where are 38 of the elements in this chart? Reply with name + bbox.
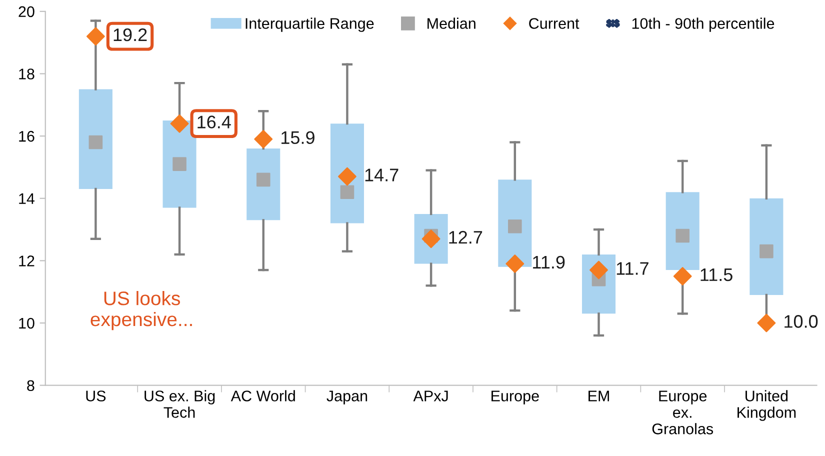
y-tick-label: 18 bbox=[19, 68, 34, 80]
point bbox=[757, 314, 776, 332]
point bbox=[254, 130, 273, 148]
point bbox=[338, 167, 356, 186]
data-label: 12.7 bbox=[449, 230, 482, 244]
y-tick-label: 16 bbox=[19, 130, 34, 142]
x-tick-label: EM bbox=[588, 390, 609, 402]
x-tick-label: US bbox=[86, 390, 106, 402]
x-tick-label: Japan bbox=[326, 390, 368, 404]
annotation: Median bbox=[428, 18, 476, 29]
y-tick-label: 14 bbox=[19, 193, 35, 204]
y-tick-label: 20 bbox=[18, 6, 34, 18]
annotation: 10th - 90th percentile bbox=[632, 18, 774, 32]
point bbox=[590, 260, 608, 280]
y-tick-label: 12 bbox=[19, 256, 34, 266]
legend-label: Interquartile Range bbox=[246, 18, 374, 32]
y-tick-label: 8 bbox=[27, 380, 34, 392]
point bbox=[506, 254, 524, 273]
annotation: US looks expensive... bbox=[90, 291, 192, 330]
data-label: 19.2 bbox=[114, 28, 147, 42]
legend-label: Current bbox=[529, 18, 580, 29]
data-label: 11.7 bbox=[616, 262, 648, 275]
x-tick-label: AC World bbox=[230, 390, 295, 402]
x-tick-label: Europe bbox=[492, 390, 539, 404]
point bbox=[170, 114, 189, 133]
x-tick-label: US ex. Big Tech bbox=[144, 390, 215, 418]
data-label: 11.5 bbox=[700, 268, 732, 282]
data-label: 15.9 bbox=[282, 131, 314, 144]
point bbox=[86, 27, 105, 46]
x-tick-label: Europe ex. Granolas bbox=[652, 390, 714, 434]
x-tick-label: United Kingdom bbox=[738, 390, 796, 421]
data-label: 10.0 bbox=[784, 315, 818, 328]
data-label: 16.4 bbox=[198, 116, 231, 128]
data-label: 14.7 bbox=[365, 168, 398, 182]
point bbox=[673, 267, 692, 286]
y-tick-label: 10 bbox=[19, 318, 34, 329]
x-tick-label: APxJ bbox=[413, 390, 448, 402]
data-label: 11.9 bbox=[533, 256, 565, 269]
